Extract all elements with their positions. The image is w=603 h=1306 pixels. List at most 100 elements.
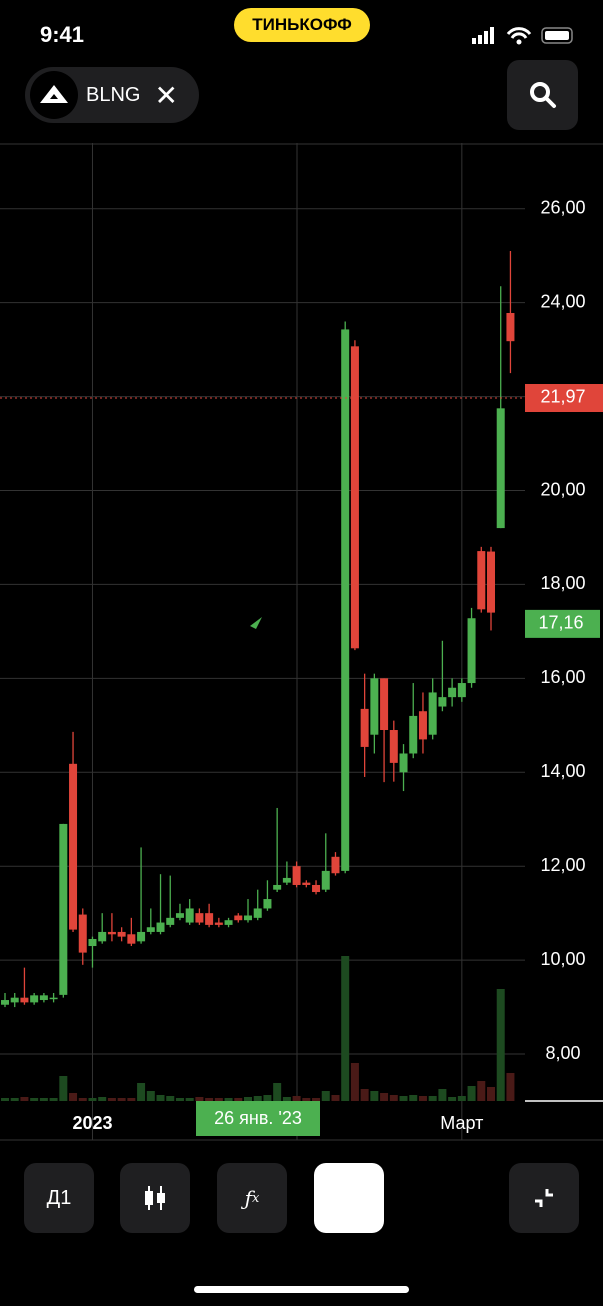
volume-bar bbox=[107, 1098, 116, 1101]
search-button[interactable] bbox=[507, 60, 578, 130]
volume-bar bbox=[350, 1063, 359, 1101]
volume-bar bbox=[205, 1098, 214, 1101]
ticker: BLNG bbox=[86, 83, 141, 106]
volume-bar bbox=[175, 1098, 184, 1101]
volume-bar bbox=[253, 1096, 262, 1101]
candle-body bbox=[166, 917, 175, 925]
volume-bar bbox=[292, 1096, 301, 1101]
y-tick-label: 8,00 bbox=[545, 1043, 580, 1063]
volume-bar bbox=[360, 1089, 369, 1101]
candle-body bbox=[30, 995, 39, 1003]
candle-body bbox=[477, 551, 486, 610]
candle-body bbox=[409, 715, 418, 754]
volume-bar bbox=[117, 1098, 126, 1101]
y-tick-label: 10,00 bbox=[540, 949, 585, 969]
candle-body bbox=[39, 995, 48, 1001]
status-time: 9:41 bbox=[40, 22, 85, 47]
volume-bar bbox=[506, 1073, 515, 1101]
y-tick-label: 24,00 bbox=[540, 291, 585, 311]
candle-body bbox=[448, 687, 457, 698]
volume-bar bbox=[409, 1095, 418, 1101]
collapse-button[interactable] bbox=[509, 1163, 579, 1233]
candle-body bbox=[117, 931, 126, 937]
candle-body bbox=[263, 899, 272, 909]
volume-bar bbox=[78, 1098, 87, 1101]
candle-body bbox=[244, 915, 252, 921]
volume-bar bbox=[59, 1076, 68, 1101]
volume-bar bbox=[39, 1098, 48, 1101]
candle-body bbox=[389, 730, 398, 763]
y-tick-label: 16,00 bbox=[540, 667, 585, 687]
candle-body bbox=[137, 931, 146, 942]
candle-body bbox=[88, 938, 97, 947]
candle-body bbox=[78, 914, 87, 953]
signal-marker bbox=[250, 617, 262, 629]
candle-body bbox=[457, 683, 466, 698]
candle-body bbox=[418, 711, 427, 740]
home-indicator bbox=[194, 1286, 409, 1293]
candle-body bbox=[273, 884, 282, 890]
volume-bar bbox=[156, 1095, 165, 1101]
candle-body bbox=[350, 346, 359, 649]
marker-price-box bbox=[525, 609, 600, 638]
candle-body bbox=[205, 913, 214, 925]
volume-bar bbox=[438, 1089, 447, 1101]
volume-bar bbox=[448, 1097, 457, 1101]
candle-body bbox=[467, 618, 476, 684]
candle-body bbox=[506, 312, 515, 342]
volume-bar bbox=[214, 1098, 223, 1101]
candle-body bbox=[20, 997, 29, 1003]
ticker-pill[interactable]: BLNG ✕ bbox=[25, 67, 199, 123]
chart: 8,0010,0012,0014,0016,0018,0020,0022,002… bbox=[0, 143, 603, 1141]
status-icons bbox=[472, 27, 573, 45]
brand-pill: ТИНЬКОФФ bbox=[234, 8, 370, 42]
candle-body bbox=[1, 1000, 9, 1005]
y-tick-label: 14,00 bbox=[540, 761, 585, 781]
candle-body bbox=[292, 866, 301, 885]
volume-bar bbox=[166, 1096, 175, 1101]
close-icon[interactable]: ✕ bbox=[154, 79, 178, 111]
draw-button[interactable] bbox=[314, 1163, 384, 1233]
volume-bar bbox=[312, 1098, 321, 1101]
last-price-label: 21,97 bbox=[540, 387, 585, 407]
candle-body bbox=[438, 697, 447, 707]
candle-body bbox=[282, 877, 291, 883]
candles-button[interactable] bbox=[120, 1163, 190, 1233]
crosshair-label: 26 янв. '23 bbox=[196, 1101, 320, 1136]
candle-body bbox=[428, 692, 437, 735]
volume-bar bbox=[127, 1098, 136, 1101]
volume-bar bbox=[1, 1098, 9, 1101]
candle-body bbox=[49, 997, 58, 1000]
candle-body bbox=[380, 678, 389, 731]
candle-body bbox=[341, 329, 350, 871]
volume-bar bbox=[224, 1098, 233, 1101]
interval-button[interactable]: Д1 bbox=[24, 1163, 94, 1233]
volume-bar bbox=[146, 1091, 155, 1101]
candle-body bbox=[399, 753, 408, 773]
logo bbox=[30, 71, 78, 119]
candle-body bbox=[59, 823, 68, 995]
volume-bar bbox=[418, 1096, 427, 1101]
candle-body bbox=[214, 922, 223, 925]
candle-body bbox=[496, 408, 505, 529]
volume-bar bbox=[282, 1097, 291, 1101]
volume-bar bbox=[88, 1098, 97, 1101]
candle-body bbox=[98, 931, 107, 942]
candle-body bbox=[195, 913, 204, 923]
marker-price-label: 17,16 bbox=[538, 613, 583, 633]
candle-body bbox=[487, 551, 495, 613]
volume-bar bbox=[477, 1081, 486, 1101]
y-tick-label: 26,00 bbox=[540, 197, 585, 217]
candle-body bbox=[175, 913, 184, 918]
volume-bar bbox=[321, 1091, 330, 1101]
volume-bar bbox=[10, 1098, 19, 1101]
volume-bar bbox=[457, 1096, 466, 1101]
candle-body bbox=[107, 931, 116, 935]
candle-body bbox=[156, 922, 165, 932]
volume-bar bbox=[98, 1097, 107, 1101]
volume-bar bbox=[496, 989, 505, 1101]
y-tick-label: 12,00 bbox=[540, 855, 585, 875]
volume-bar bbox=[302, 1098, 311, 1101]
